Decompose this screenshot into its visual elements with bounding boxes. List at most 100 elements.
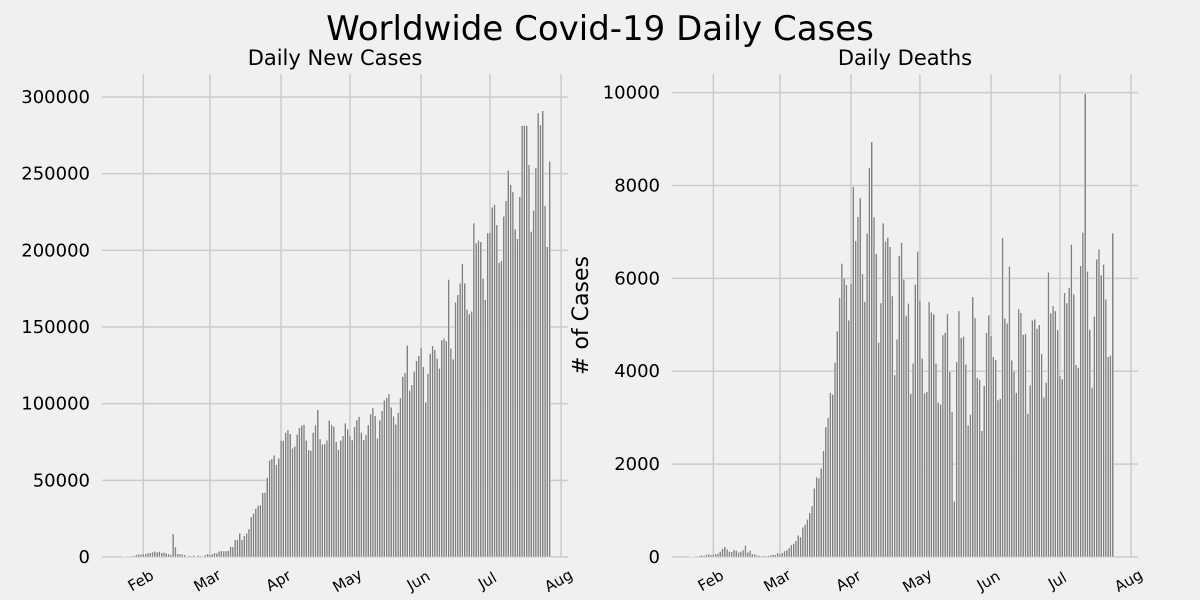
bar bbox=[128, 556, 131, 558]
bar bbox=[794, 540, 798, 558]
bar bbox=[781, 552, 784, 558]
bar bbox=[937, 402, 940, 558]
bar bbox=[964, 364, 967, 558]
bar bbox=[155, 551, 159, 558]
bar bbox=[380, 410, 384, 558]
bar bbox=[1072, 293, 1075, 558]
bar bbox=[999, 398, 1002, 558]
bar bbox=[985, 332, 988, 558]
bar bbox=[548, 161, 551, 558]
bar bbox=[413, 371, 416, 558]
bar bbox=[815, 476, 818, 558]
bar bbox=[989, 335, 993, 558]
bar bbox=[160, 552, 163, 558]
bar bbox=[532, 210, 535, 558]
bar bbox=[737, 552, 740, 558]
bar bbox=[983, 385, 986, 558]
bar bbox=[181, 554, 184, 558]
bar bbox=[493, 204, 496, 558]
y-tick-label: 0 bbox=[649, 547, 660, 568]
bar bbox=[406, 345, 409, 558]
bar bbox=[183, 554, 186, 558]
bar bbox=[1084, 93, 1087, 558]
bar bbox=[875, 253, 878, 558]
bar bbox=[419, 347, 423, 558]
bar bbox=[481, 278, 485, 558]
bar bbox=[190, 555, 193, 558]
bar bbox=[934, 363, 938, 558]
bar bbox=[953, 501, 956, 558]
bar bbox=[1017, 308, 1020, 558]
bar bbox=[1047, 272, 1050, 558]
bar bbox=[1097, 248, 1101, 558]
bar bbox=[941, 334, 945, 558]
bar bbox=[1051, 305, 1055, 558]
bar bbox=[744, 545, 747, 558]
bar bbox=[217, 550, 221, 558]
bar bbox=[192, 555, 195, 558]
bar bbox=[1056, 329, 1059, 558]
bar bbox=[296, 434, 299, 558]
bar bbox=[546, 246, 549, 558]
bar bbox=[357, 416, 361, 558]
bar bbox=[1061, 378, 1064, 558]
bar bbox=[238, 533, 241, 558]
bar bbox=[866, 233, 869, 558]
bar bbox=[151, 551, 154, 558]
bar bbox=[445, 340, 448, 558]
bar bbox=[259, 504, 262, 558]
bar bbox=[275, 464, 278, 558]
bar bbox=[312, 432, 315, 558]
bar bbox=[927, 301, 931, 558]
bar bbox=[378, 419, 381, 558]
bar bbox=[946, 313, 949, 558]
bar bbox=[698, 555, 701, 558]
bar bbox=[387, 393, 391, 558]
bar bbox=[856, 216, 860, 558]
bar bbox=[374, 415, 377, 558]
bar bbox=[1003, 318, 1006, 558]
bar bbox=[339, 440, 342, 558]
bar bbox=[1065, 302, 1068, 558]
bar bbox=[284, 432, 287, 558]
bar bbox=[891, 295, 894, 558]
bar bbox=[696, 555, 699, 558]
bar bbox=[962, 336, 965, 558]
bar bbox=[760, 555, 763, 558]
bar bbox=[309, 450, 313, 558]
bar bbox=[967, 424, 970, 558]
bar bbox=[261, 492, 264, 558]
bar bbox=[758, 555, 761, 558]
bar bbox=[144, 553, 147, 558]
figure-title: Worldwide Covid-19 Daily Cases bbox=[326, 9, 874, 49]
bar bbox=[291, 447, 294, 558]
bar bbox=[831, 394, 834, 558]
bar bbox=[523, 125, 526, 558]
bar bbox=[270, 458, 273, 558]
bar bbox=[289, 433, 292, 558]
bar bbox=[167, 553, 170, 558]
bar bbox=[868, 167, 871, 558]
bar bbox=[126, 556, 129, 558]
bar bbox=[847, 319, 850, 558]
bar bbox=[367, 424, 370, 558]
bar bbox=[774, 554, 777, 558]
bar bbox=[410, 384, 414, 558]
y-axis-label: # of Cases bbox=[569, 256, 594, 375]
bar bbox=[1038, 324, 1041, 558]
bar bbox=[488, 232, 492, 558]
bar bbox=[751, 553, 754, 558]
bar bbox=[978, 379, 981, 558]
bar bbox=[447, 279, 450, 558]
bar bbox=[328, 420, 331, 558]
bar bbox=[1012, 371, 1016, 558]
bar bbox=[256, 505, 260, 558]
bar bbox=[813, 488, 816, 558]
bar bbox=[778, 553, 782, 558]
bar bbox=[206, 553, 209, 558]
bar bbox=[417, 355, 420, 558]
bar bbox=[174, 546, 177, 558]
bar bbox=[765, 555, 768, 558]
bar bbox=[169, 554, 172, 558]
bar bbox=[971, 296, 974, 558]
